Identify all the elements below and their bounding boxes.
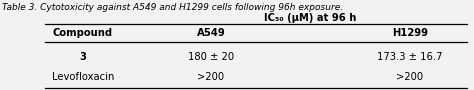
Text: A549: A549 xyxy=(197,28,225,38)
Text: IC₅₀ (μM) at 96 h: IC₅₀ (μM) at 96 h xyxy=(264,13,356,23)
Text: Table 3. Cytotoxicity against A549 and H1299 cells following 96h exposure.: Table 3. Cytotoxicity against A549 and H… xyxy=(2,3,344,12)
Text: Compound: Compound xyxy=(53,28,113,38)
Text: 3: 3 xyxy=(80,52,86,62)
Text: Levofloxacin: Levofloxacin xyxy=(52,72,114,82)
Text: 173.3 ± 16.7: 173.3 ± 16.7 xyxy=(377,52,443,62)
Text: 180 ± 20: 180 ± 20 xyxy=(188,52,234,62)
Text: >200: >200 xyxy=(197,72,225,82)
Text: H1299: H1299 xyxy=(392,28,428,38)
Text: >200: >200 xyxy=(396,72,424,82)
